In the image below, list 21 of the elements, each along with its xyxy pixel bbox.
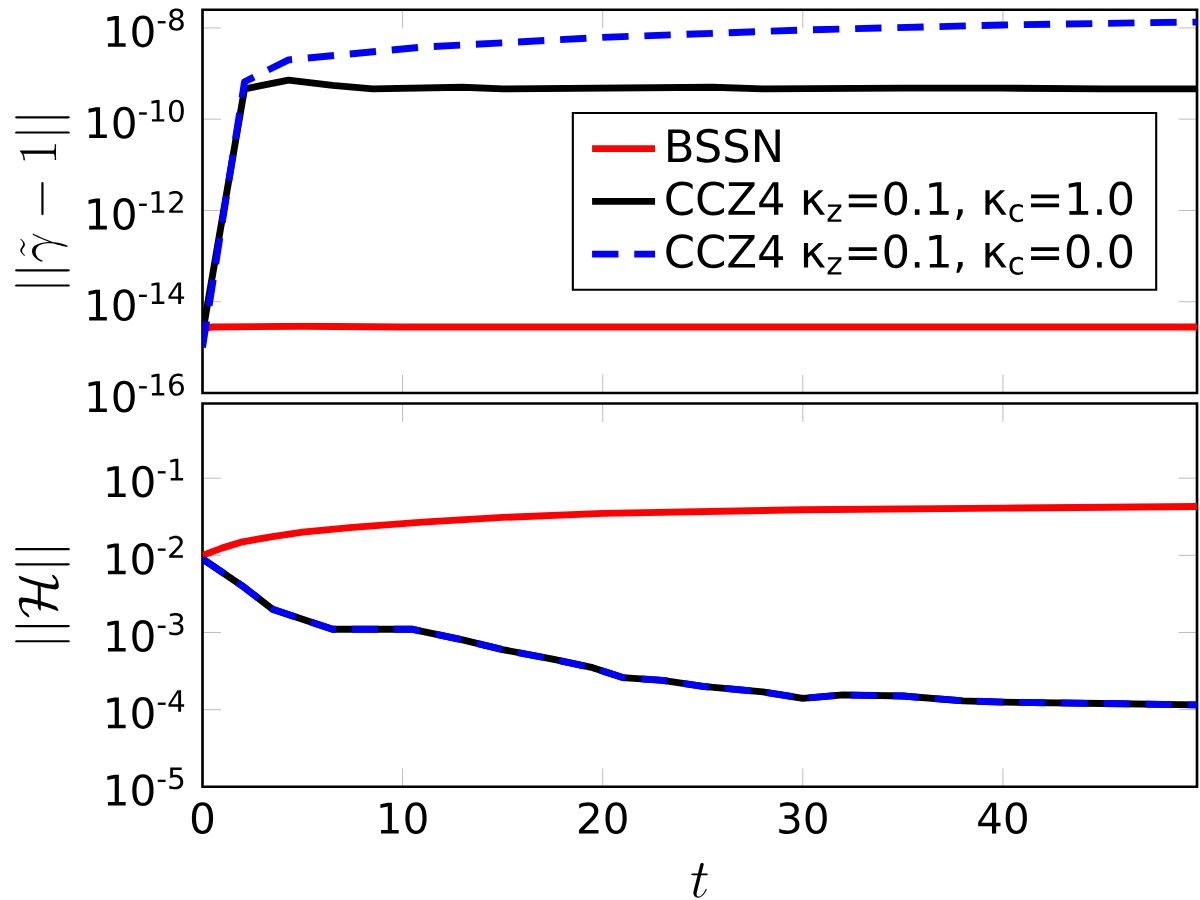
y-tick-label: 10$^{-5}$ — [107, 767, 184, 807]
y-axis-title: $||\mathcal{H}||$ — [15, 548, 70, 643]
y-tick-label: 10$^{-10}$ — [88, 99, 184, 139]
y-tick-label: 10$^{-4}$ — [107, 690, 185, 729]
y-axis-title: $||\tilde{\gamma}-1||$ — [15, 116, 70, 287]
legend-label: CCZ4 κ$_{z}$=0.1, κ$_{c}$=0.0 — [666, 234, 1133, 275]
y-tick-label: 10$^{-1}$ — [107, 458, 184, 498]
x-tick-label: 20 — [578, 802, 627, 835]
y-tick-label: 10$^{-14}$ — [88, 282, 185, 322]
y-tick-label: 10$^{-3}$ — [107, 612, 184, 652]
x-tick-label: 30 — [779, 802, 827, 835]
x-tick-label: 10 — [380, 802, 427, 835]
y-tick-label: 10$^{-2}$ — [107, 535, 183, 575]
x-tick-label: 40 — [978, 802, 1027, 835]
y-tick-label: 10$^{-12}$ — [88, 190, 183, 230]
y-tick-label: 10$^{-16}$ — [88, 373, 184, 413]
x-axis-title: $t$ — [691, 862, 708, 898]
x-tick-label: 0 — [191, 802, 214, 835]
y-tick-label: 10$^{-8}$ — [107, 8, 184, 48]
legend-label: CCZ4 κ$_{z}$=0.1, κ$_{c}$=1.0 — [666, 181, 1133, 223]
legend-label: BSSN — [668, 128, 780, 163]
